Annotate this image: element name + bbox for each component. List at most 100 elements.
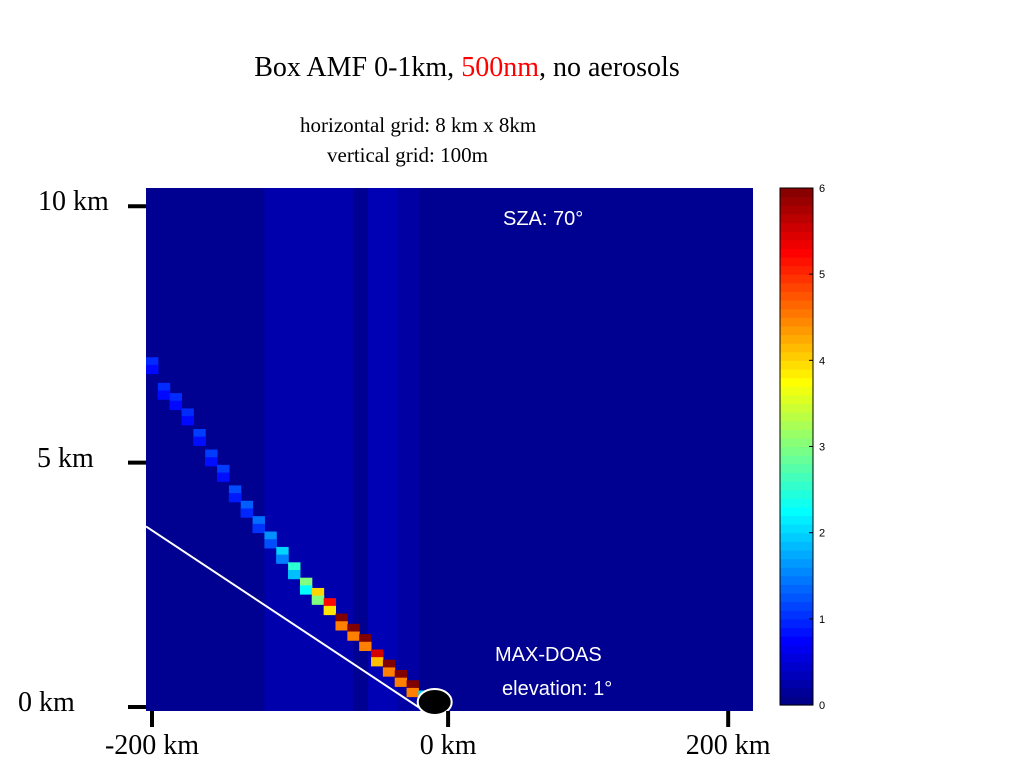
y-tick-label: 0 km [18,687,75,718]
axes [128,204,731,727]
colorbar-segment [780,386,813,396]
colorbar-segment [780,584,813,594]
colorbar-segment [780,610,813,620]
heatmap-cell [240,508,254,518]
colorbar-segment [780,403,813,413]
colorbar-segment [780,196,813,206]
heatmap-cell [157,390,171,400]
heatmap-cell [394,677,408,687]
colorbar-segment [780,696,813,706]
colorbar-segment [780,567,813,577]
colorbar-segment [780,549,813,560]
subtitle-horizontal-grid: horizontal grid: 8 km x 8km [300,113,537,137]
title-prefix: Box AMF 0-1km, [254,52,462,83]
colorbar-segment [780,325,813,336]
colorbar-segment [780,679,813,689]
colorbar-segment [780,498,813,508]
heatmap-cell [371,657,384,667]
colorbar-segment [780,541,813,551]
colorbar-segment [780,308,813,318]
colorbar-tick-label: 4 [819,355,825,367]
instrument-marker [416,688,453,716]
heatmap-cell [335,621,348,631]
heatmap-cell [264,539,277,549]
colorbar-segment [780,231,813,241]
heatmap-cell [276,554,289,564]
colorbar-segment [780,222,813,232]
colorbar-segment [780,256,813,267]
colorbar-segment [780,265,813,275]
heatmap-cell [347,631,360,641]
colorbar-segment [780,377,813,387]
colorbar-segment [780,558,813,568]
heatmap-cell [169,400,183,411]
colorbar-segment [780,239,813,249]
colorbar-segment [780,489,813,499]
x-tick-label: -200 km [104,730,200,761]
colorbar-tick-label: 0 [819,700,825,712]
instrument-label: MAX-DOAS [495,644,602,666]
colorbar-segment [780,412,813,422]
heatmap-band [264,188,354,711]
colorbar-segment [780,317,813,327]
x-tick-label: 200 km [685,730,771,761]
colorbar-tick-label: 3 [819,442,825,454]
colorbar-segment [780,687,813,697]
y-tick-label: 10 km [38,186,109,218]
heatmap-cell [217,472,230,482]
colorbar-segment [780,618,813,629]
colorbar-segment [780,592,813,603]
colorbar-segment [780,360,813,370]
colorbar-segment [780,205,813,215]
line-of-sight [145,525,425,712]
colorbar-segment [780,291,813,301]
heatmap-cell [181,416,194,426]
colorbar-segment [780,429,813,439]
colorbar-segment [780,653,813,663]
colorbar-segment [780,601,813,611]
heatmap-background [146,188,753,711]
colorbar-segment [780,506,813,517]
colorbar: 0 1 2 3 4 5 6 [779,183,825,712]
heatmap-cell [359,641,372,652]
colorbar-segment [780,394,813,405]
colorbar-segment [780,351,813,361]
heatmap-cell [311,595,325,605]
heatmap-cell [406,687,419,698]
heatmap-band [397,188,420,711]
colorbar-segment [780,300,813,310]
colorbar-segment [780,188,813,198]
title-accent: 500nm [461,52,539,83]
colorbar-segment [780,636,813,646]
heatmap-cells [146,188,753,711]
heatmap-cell [252,523,265,534]
title-suffix: , no aerosols [538,52,680,83]
heatmap-cell [299,585,313,595]
colorbar-segment [780,661,813,672]
colorbar-segment [780,213,813,224]
colorbar-segment [780,480,813,491]
colorbar-segment [780,455,813,465]
colorbar-segment [780,532,813,542]
colorbar-segment [780,515,813,525]
chart-title: Box AMF 0-1km, 500nm, no aerosols [0,52,934,84]
heatmap-cell [382,667,396,677]
heatmap-cell [323,605,337,616]
colorbar-tick-label: 1 [819,614,825,626]
colorbar-segment [780,670,813,680]
colorbar-segment [780,274,813,284]
colorbar-segment [780,472,813,482]
colorbar-segment [780,248,813,258]
colorbar-tick-label: 2 [819,528,825,540]
colorbar-segment [780,575,813,585]
heatmap-cell [205,457,218,467]
colorbar-segment [780,627,813,637]
colorbar-segment [780,446,813,456]
x-tick-label: 0 km [419,730,477,761]
colorbar-segment [780,524,813,534]
sza-label: SZA: 70° [503,208,583,230]
colorbar-tick-label: 5 [819,269,825,281]
heatmap-cell [288,569,301,580]
heatmap-band [368,188,398,711]
